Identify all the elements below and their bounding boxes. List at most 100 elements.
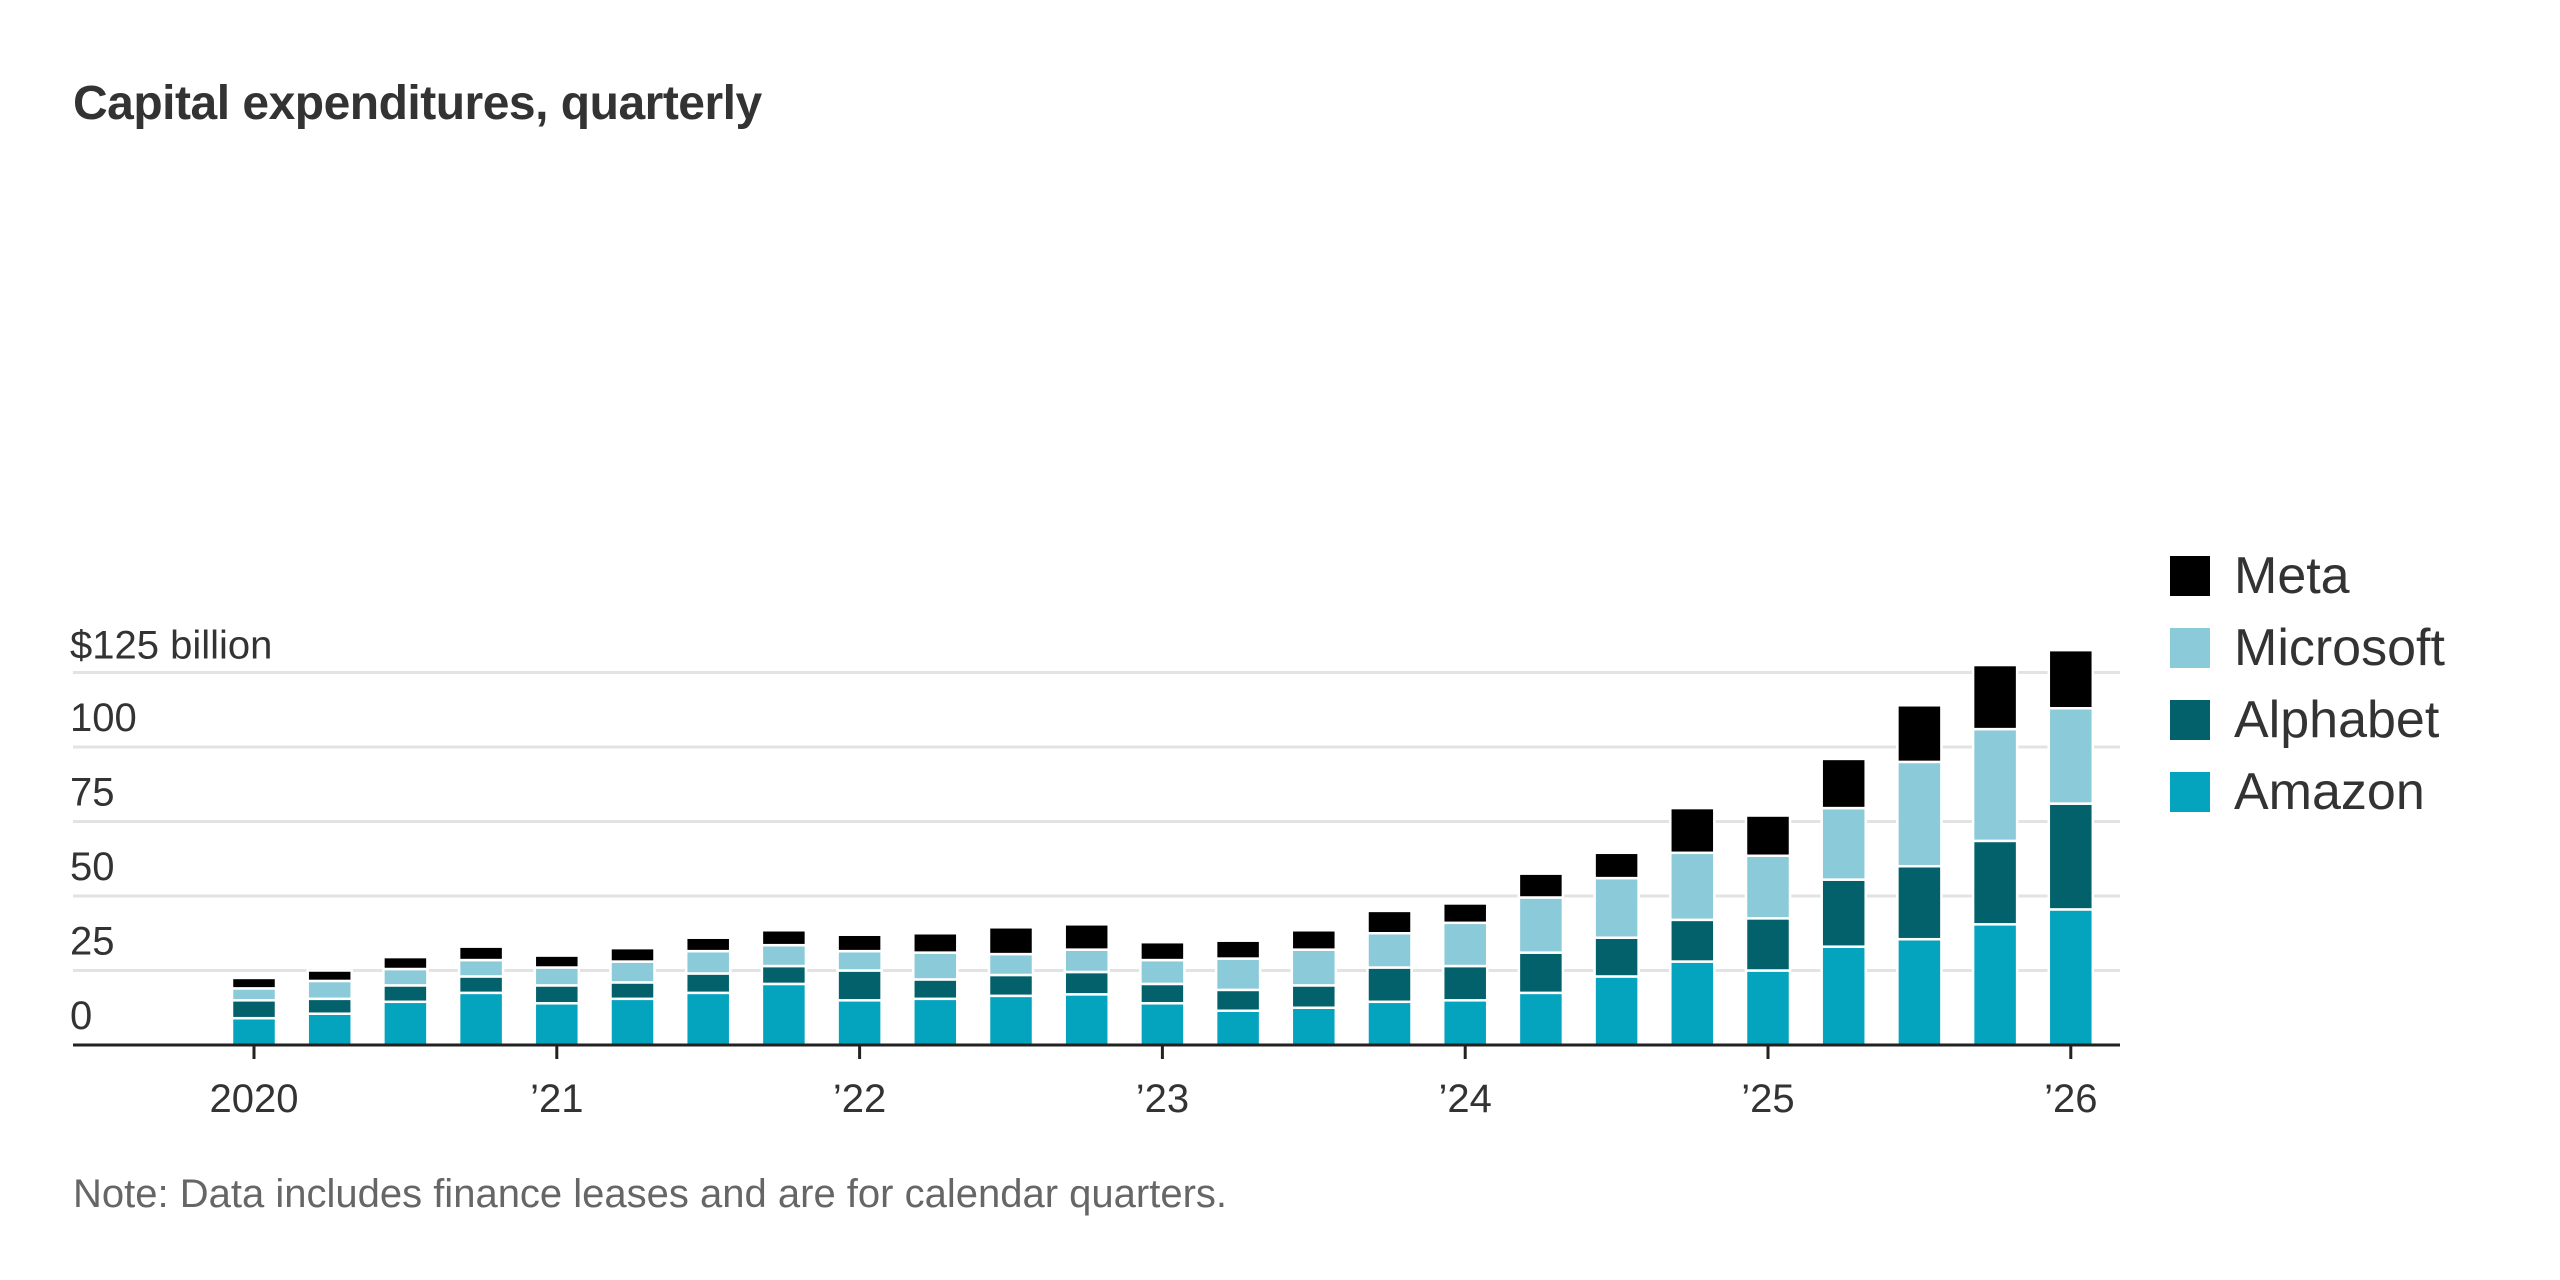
- legend-label: Amazon: [2234, 763, 2425, 821]
- bar-segment-meta: [1593, 851, 1640, 880]
- bar-segment-alphabet: [1063, 970, 1110, 996]
- legend-swatch: [2170, 556, 2210, 596]
- legend-item-microsoft: Microsoft: [2170, 612, 2445, 684]
- bar-segment-microsoft: [1669, 851, 1716, 922]
- bar-segment-meta: [1517, 872, 1565, 899]
- bar-segment-microsoft: [230, 987, 278, 1002]
- bar-stacks: [230, 648, 2095, 1047]
- bar-segment-microsoft: [1139, 958, 1186, 986]
- legend-item-alphabet: Alphabet: [2170, 684, 2445, 756]
- legend-swatch: [2170, 772, 2210, 812]
- bar-segment-amazon: [1744, 969, 1792, 1047]
- y-tick-label: 50: [70, 845, 115, 889]
- bar-segment-amazon: [1971, 923, 2019, 1047]
- bar-segment-microsoft: [1820, 806, 1867, 881]
- bar-stack: [1214, 939, 1262, 1047]
- bar-segment-microsoft: [457, 958, 505, 978]
- bar-segment-meta: [760, 929, 808, 947]
- bar-segment-meta: [533, 954, 581, 969]
- bar-segment-meta: [1366, 909, 1413, 935]
- bar-segment-alphabet: [836, 969, 883, 1002]
- bar-segment-amazon: [457, 991, 505, 1047]
- bar-segment-amazon: [1593, 975, 1640, 1047]
- bar-segment-amazon: [1214, 1009, 1262, 1047]
- bar-segment-microsoft: [1441, 921, 1489, 968]
- bar-stack: [1744, 814, 1792, 1047]
- bar-segment-meta: [1214, 939, 1262, 960]
- bar-segment-amazon: [684, 991, 732, 1047]
- bar-segment-alphabet: [1214, 988, 1262, 1012]
- bar-segment-alphabet: [533, 984, 581, 1005]
- bar-segment-microsoft: [1290, 948, 1338, 987]
- bar-segment-microsoft: [1896, 760, 1943, 868]
- chart-legend: Meta Microsoft Alphabet Amazon: [2170, 540, 2445, 828]
- bar-segment-microsoft: [1971, 727, 2019, 843]
- bar-stack: [1971, 663, 2019, 1047]
- bar-segment-meta: [457, 945, 505, 962]
- bar-segment-meta: [912, 932, 959, 954]
- bar-segment-meta: [230, 976, 278, 990]
- bar-segment-amazon: [760, 982, 808, 1047]
- bar-segment-amazon: [1517, 991, 1565, 1047]
- bar-stack: [457, 945, 505, 1047]
- y-tick-label: $125 billion: [70, 624, 272, 668]
- bar-segment-amazon: [1820, 945, 1867, 1047]
- x-tick-label: ’26: [2044, 1077, 2097, 1121]
- bar-segment-microsoft: [1517, 896, 1565, 954]
- bar-stack: [912, 932, 959, 1047]
- bar-stack: [1669, 806, 1716, 1047]
- bar-segment-amazon: [912, 997, 959, 1047]
- bar-stack: [1517, 872, 1565, 1047]
- bar-segment-alphabet: [1669, 918, 1716, 963]
- y-tick-label: 0: [70, 994, 92, 1038]
- bar-segment-alphabet: [1896, 864, 1943, 941]
- bar-stack: [836, 933, 883, 1047]
- bar-stack: [1063, 923, 1110, 1047]
- y-tick-label: 25: [70, 920, 115, 964]
- bar-segment-microsoft: [1214, 957, 1262, 992]
- bar-segment-meta: [1290, 929, 1338, 951]
- legend-swatch: [2170, 628, 2210, 668]
- bar-segment-microsoft: [1593, 876, 1640, 939]
- bar-stack: [1896, 704, 1943, 1047]
- bar-segment-amazon: [533, 1002, 581, 1047]
- bar-stack: [533, 954, 581, 1047]
- x-tick-label: ’21: [530, 1077, 583, 1121]
- bar-segment-alphabet: [230, 999, 278, 1020]
- bar-segment-meta: [836, 933, 883, 953]
- bar-segment-microsoft: [609, 960, 656, 984]
- bar-segment-meta: [1139, 940, 1186, 962]
- bar-segment-meta: [382, 955, 429, 971]
- bar-segment-alphabet: [382, 984, 429, 1004]
- bar-segment-alphabet: [1441, 964, 1489, 1002]
- bar-segment-alphabet: [1593, 936, 1640, 978]
- y-axis-ticks: 0 25 50 75 100 $125 billion: [70, 624, 272, 1039]
- bar-segment-microsoft: [382, 967, 429, 987]
- bar-segment-microsoft: [2047, 707, 2095, 805]
- bar-segment-alphabet: [2047, 802, 2095, 911]
- bar-segment-microsoft: [760, 943, 808, 968]
- bar-segment-meta: [1971, 663, 2019, 731]
- chart-note: Note: Data includes finance leases and a…: [73, 1172, 1228, 1216]
- bar-segment-alphabet: [760, 964, 808, 986]
- bar-segment-alphabet: [987, 973, 1035, 998]
- bar-stack: [684, 936, 732, 1047]
- x-tick-label: ’25: [1741, 1077, 1794, 1121]
- bar-segment-amazon: [836, 999, 883, 1047]
- bar-segment-meta: [1820, 757, 1867, 810]
- bar-stack: [1139, 940, 1186, 1047]
- legend-label: Alphabet: [2234, 691, 2440, 749]
- bar-stack: [987, 926, 1035, 1047]
- y-tick-label: 75: [70, 771, 115, 815]
- bar-stack: [382, 955, 429, 1047]
- bar-stack: [1290, 929, 1338, 1047]
- bar-segment-amazon: [609, 997, 656, 1047]
- bar-segment-alphabet: [1139, 982, 1186, 1005]
- y-tick-label: 100: [70, 696, 137, 740]
- bar-segment-amazon: [1896, 937, 1943, 1047]
- bar-segment-alphabet: [1744, 917, 1792, 972]
- bar-stack: [1366, 909, 1413, 1047]
- bar-segment-meta: [306, 969, 353, 983]
- bar-segment-microsoft: [533, 966, 581, 987]
